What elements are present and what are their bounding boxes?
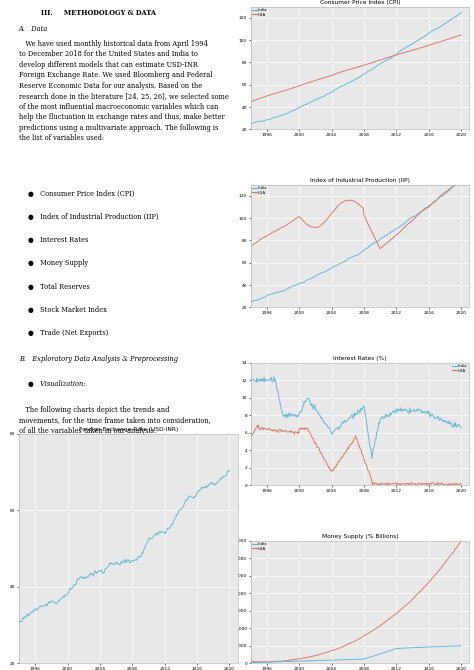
Text: ●   Interest Rates: ● Interest Rates [27, 236, 88, 244]
Text: ●   Index of Industrial Production (IIP): ● Index of Industrial Production (IIP) [27, 213, 158, 221]
Legend: India, USA: India, USA [452, 364, 468, 373]
Text: A.   Data: A. Data [19, 25, 48, 33]
Title: Consumer Price Index (CPI): Consumer Price Index (CPI) [319, 0, 400, 5]
Legend: India, USA: India, USA [252, 8, 268, 17]
Text: ●   Visualization:: ● Visualization: [27, 380, 85, 388]
Title: Money Supply (% Billions): Money Supply (% Billions) [322, 534, 398, 539]
Text: We have used monthly historical data from April 1994
to December 2018 for the Un: We have used monthly historical data fro… [19, 40, 229, 142]
Text: III.     METHODOLOGY & DATA: III. METHODOLOGY & DATA [41, 9, 156, 17]
Text: ●   Consumer Price Index (CPI): ● Consumer Price Index (CPI) [27, 190, 134, 198]
Title: Foreign Exchange Rate (USD-INR): Foreign Exchange Rate (USD-INR) [79, 427, 178, 432]
Text: ●   Total Reserves: ● Total Reserves [27, 283, 90, 291]
Legend: India, USA: India, USA [252, 542, 268, 551]
Title: Index of Industrial Production (IIP): Index of Industrial Production (IIP) [310, 178, 410, 183]
Text: ●   Trade (Net Exports): ● Trade (Net Exports) [27, 330, 108, 337]
Text: B.   Exploratory Data Analysis & Preprocessing: B. Exploratory Data Analysis & Preproces… [19, 354, 178, 362]
Title: Interest Rates (%): Interest Rates (%) [333, 356, 387, 361]
Text: The following charts depict the trends and
movements, for the time frame taken i: The following charts depict the trends a… [19, 406, 211, 435]
Text: ●   Stock Market Index: ● Stock Market Index [27, 306, 107, 314]
Text: ●   Money Supply: ● Money Supply [27, 259, 88, 267]
Legend: India, USA: India, USA [252, 186, 268, 195]
